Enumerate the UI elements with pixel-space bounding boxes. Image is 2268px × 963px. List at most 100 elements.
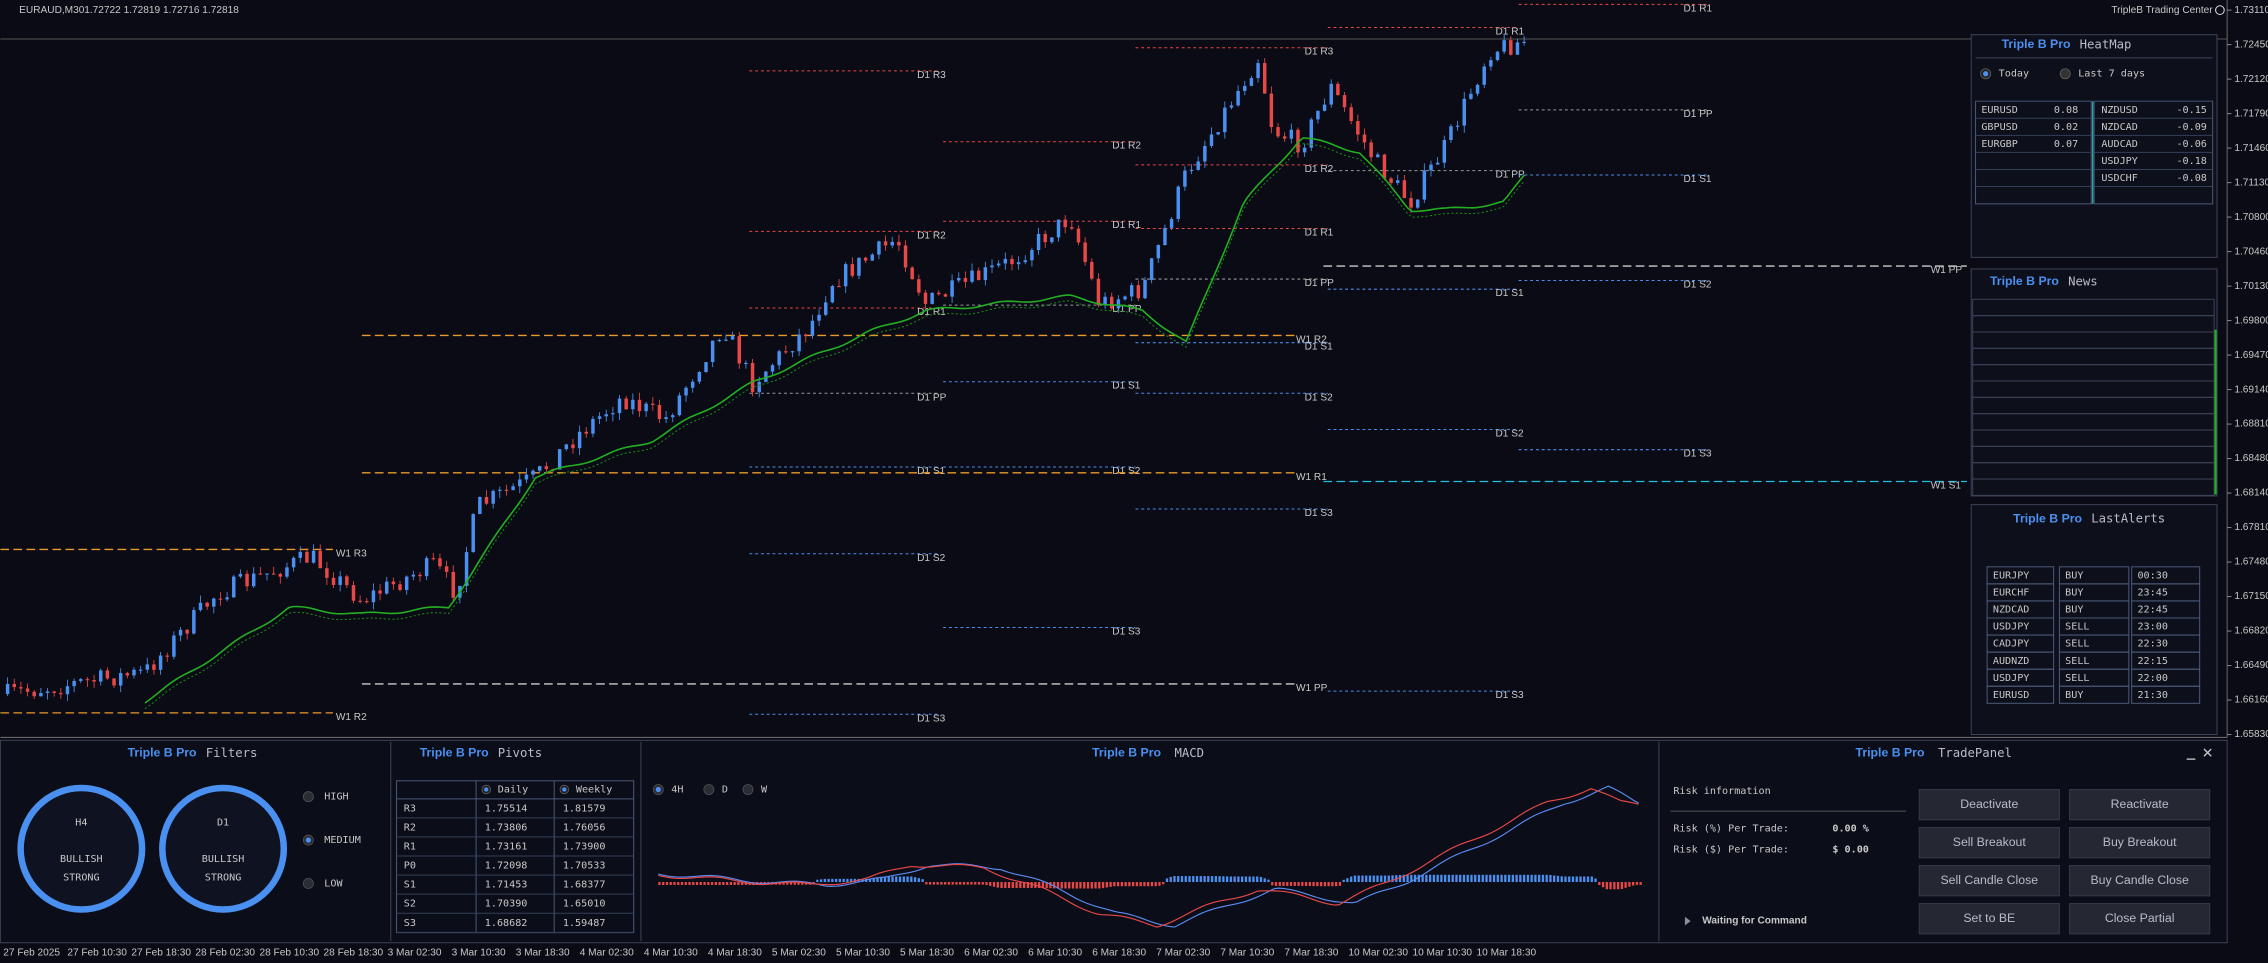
macd-bar bbox=[1515, 874, 1518, 883]
pivot-cell: 1.73161 bbox=[485, 841, 528, 852]
candle-body bbox=[1409, 198, 1413, 208]
candle-body bbox=[484, 496, 489, 504]
pair-value: -0.08 bbox=[2176, 173, 2206, 184]
trade-button[interactable]: Buy Breakout bbox=[2069, 827, 2211, 859]
time-label: 7 Mar 02:30 bbox=[1156, 948, 1210, 959]
strength-radio[interactable] bbox=[302, 878, 314, 889]
radio-dot bbox=[305, 837, 311, 843]
pivot-label: D1 S2 bbox=[1305, 392, 1333, 403]
trade-button[interactable]: Reactivate bbox=[2069, 789, 2211, 821]
candle-body bbox=[637, 399, 642, 412]
macd-bar bbox=[722, 882, 725, 885]
alert-text: 22:15 bbox=[2137, 656, 2167, 667]
trade-button[interactable]: Sell Candle Close bbox=[1918, 865, 2060, 897]
pivot-label: D1 S1 bbox=[1305, 342, 1333, 353]
macd-bar bbox=[1511, 874, 1514, 883]
candle-body bbox=[1269, 93, 1274, 128]
pivot-label: W1 PP bbox=[1296, 683, 1328, 694]
pivot-label: D1 S2 bbox=[1495, 428, 1523, 439]
macd-bar bbox=[1368, 875, 1372, 883]
macd-bar bbox=[1342, 879, 1345, 883]
macd-bar bbox=[1192, 876, 1195, 883]
pivot-label: D1 R2 bbox=[917, 230, 946, 241]
button-label: Buy Breakout bbox=[2103, 835, 2177, 849]
trade-button[interactable]: Sell Breakout bbox=[1918, 827, 2060, 859]
macd-bar bbox=[1481, 874, 1484, 883]
macd-bar bbox=[1297, 882, 1300, 886]
pivot-label: D1 S1 bbox=[1495, 288, 1523, 299]
button-bg bbox=[1918, 827, 2060, 859]
radio-last7[interactable] bbox=[2059, 68, 2071, 80]
candle-body bbox=[1129, 285, 1134, 297]
pair-value: -0.06 bbox=[2176, 139, 2206, 150]
pivot-cell: 1.72098 bbox=[485, 861, 528, 872]
trade-button[interactable]: Close Partial bbox=[2069, 903, 2211, 935]
macd-bar bbox=[872, 878, 875, 883]
candle-body bbox=[1249, 78, 1254, 86]
alert-text: USDJPY bbox=[1993, 673, 2030, 684]
trade-button[interactable]: Set to BE bbox=[1918, 903, 2060, 935]
macd-bar bbox=[1041, 882, 1045, 889]
risk-value: 0.00 % bbox=[1832, 824, 1869, 835]
pivot-label: D1 R1 bbox=[1683, 3, 1712, 14]
panel-brand: Triple B Pro bbox=[1092, 746, 1161, 760]
macd-bar bbox=[1383, 875, 1387, 883]
macd-bar bbox=[936, 882, 939, 885]
candle-body bbox=[577, 431, 582, 449]
candle-body bbox=[910, 267, 914, 280]
macd-bar bbox=[1267, 879, 1270, 883]
strength-radio[interactable] bbox=[302, 791, 314, 803]
macd-bar bbox=[823, 878, 827, 883]
candle-body bbox=[325, 568, 329, 578]
radio-dot bbox=[655, 786, 661, 793]
candle-body bbox=[571, 444, 575, 449]
macd-bar bbox=[789, 882, 793, 885]
macd-bar bbox=[1071, 882, 1075, 889]
candle-body bbox=[690, 381, 695, 388]
candle-body bbox=[391, 581, 396, 585]
tf-radio[interactable] bbox=[703, 784, 715, 795]
candle-body bbox=[1023, 260, 1027, 263]
candle-body bbox=[651, 403, 655, 405]
candle-body bbox=[697, 371, 702, 382]
candle-body bbox=[757, 381, 761, 393]
candle-body bbox=[172, 635, 176, 657]
candle-body bbox=[478, 496, 482, 515]
risk-title: Risk information bbox=[1673, 786, 1770, 797]
symbol: EURAUD,M30 bbox=[19, 5, 85, 16]
candle-body bbox=[837, 286, 841, 288]
candle-body bbox=[92, 680, 96, 682]
candle-body bbox=[1435, 162, 1440, 165]
macd-bar bbox=[1090, 882, 1093, 889]
panel-title: LastAlerts bbox=[2091, 512, 2165, 526]
candle-body bbox=[1442, 140, 1447, 163]
trade-button[interactable]: Deactivate bbox=[1918, 789, 2060, 821]
macd-bar bbox=[1241, 876, 1244, 883]
pivot-cell: 1.68377 bbox=[563, 880, 606, 891]
macd-bar bbox=[1301, 882, 1304, 886]
candle-body bbox=[750, 362, 755, 393]
macd-bar bbox=[977, 882, 981, 885]
panel-brand: Triple B Pro bbox=[1990, 274, 2059, 288]
candle-body bbox=[770, 365, 775, 372]
candle-body bbox=[431, 558, 436, 560]
pair-value: -0.15 bbox=[2176, 105, 2206, 116]
macd-bar bbox=[692, 882, 695, 885]
price-label: 1.69140 bbox=[2234, 384, 2268, 395]
macd-bar bbox=[1507, 874, 1511, 883]
candle-body bbox=[823, 302, 828, 315]
macd-line bbox=[658, 788, 1639, 928]
macd-bar bbox=[1064, 882, 1067, 889]
time-label: 7 Mar 18:30 bbox=[1284, 948, 1338, 959]
price-label: 1.67810 bbox=[2234, 522, 2268, 533]
price-label: 1.71130 bbox=[2234, 177, 2268, 188]
macd-bar bbox=[951, 882, 954, 885]
tf-radio[interactable] bbox=[742, 784, 754, 795]
macd-bar bbox=[1222, 876, 1225, 883]
trade-button[interactable]: Buy Candle Close bbox=[2069, 865, 2211, 897]
macd-bar bbox=[1639, 882, 1642, 885]
macd-bar bbox=[910, 876, 913, 883]
pivot-label: D1 S3 bbox=[1112, 627, 1140, 638]
time-label: 4 Mar 18:30 bbox=[708, 948, 762, 959]
pair: NZDCAD bbox=[2101, 122, 2138, 133]
